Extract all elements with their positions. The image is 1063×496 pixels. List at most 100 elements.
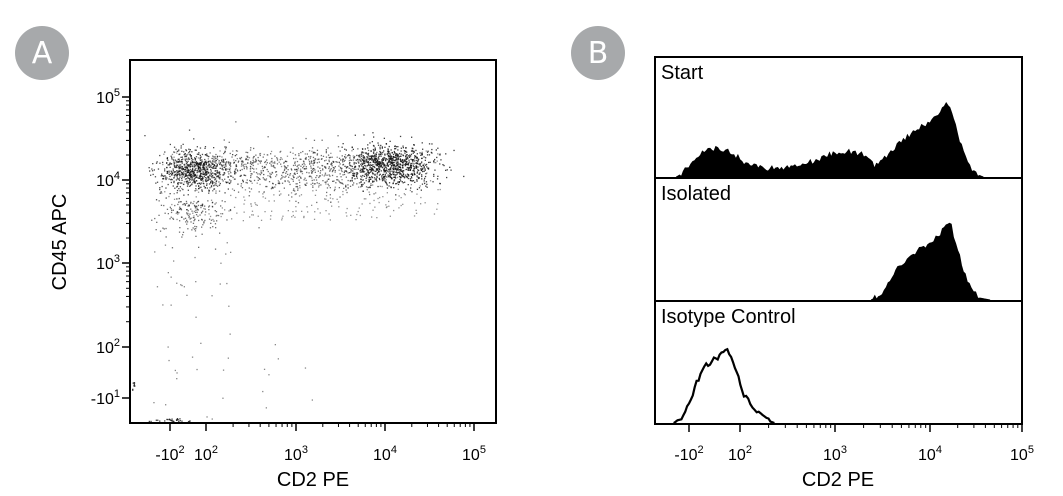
scatter-point [180, 168, 183, 170]
scatter-point [415, 149, 417, 152]
scatter-point [178, 168, 180, 170]
scatter-point [376, 176, 378, 179]
scatter-point [175, 160, 177, 162]
scatter-point [345, 167, 348, 169]
scatter-point [199, 168, 202, 170]
scatter-point [269, 175, 271, 178]
scatter-point [196, 164, 198, 166]
scatter-point [394, 174, 396, 176]
scatter-point [416, 188, 419, 190]
scatter-point [316, 182, 318, 184]
scatter-point [239, 175, 241, 177]
scatter-point [265, 407, 267, 409]
scatter-point [155, 229, 157, 231]
scatter-point [422, 164, 425, 166]
scatter-point [168, 164, 170, 166]
scatter-point [165, 178, 167, 181]
scatter-point [341, 155, 343, 157]
scatter-point [406, 157, 409, 159]
scatter-point [330, 168, 332, 170]
scatter-point [246, 179, 248, 181]
scatter-point [229, 182, 231, 184]
scatter-point [417, 166, 419, 168]
scatter-point [293, 173, 295, 175]
scatter-point [342, 158, 344, 160]
scatter-point [352, 175, 354, 177]
scatter-point [357, 210, 359, 213]
scatter-point [424, 169, 426, 171]
scatter-point [217, 176, 220, 178]
scatter-point [235, 121, 237, 123]
scatter-point [170, 419, 173, 422]
scatter-point [172, 217, 174, 219]
scatter-point [293, 157, 295, 160]
scatter-point [369, 166, 371, 168]
scatter-point [230, 181, 232, 183]
scatter-point [397, 181, 399, 183]
scatter-point [219, 172, 221, 174]
scatter-point [212, 226, 214, 228]
scatter-point [396, 160, 398, 162]
scatter-point [204, 161, 206, 163]
scatter-point [212, 190, 214, 192]
scatter-point [371, 216, 373, 218]
scatter-point [334, 170, 336, 172]
scatter-point [219, 182, 221, 185]
scatter-point [423, 170, 425, 172]
scatter-point [301, 170, 303, 173]
scatter-point [163, 153, 165, 155]
scatter-point [208, 176, 210, 179]
scatter-point [218, 171, 220, 173]
scatter-point [450, 169, 452, 171]
scatter-point [387, 152, 390, 154]
scatter-point [206, 187, 208, 189]
scatter-point [251, 167, 254, 169]
scatter-point [399, 158, 401, 160]
scatter-point [240, 165, 243, 167]
scatter-point [175, 148, 177, 150]
scatter-point [223, 166, 225, 168]
scatter-point [388, 155, 391, 157]
scatter-point [347, 179, 349, 182]
scatter-point [377, 197, 379, 200]
scatter-point [410, 150, 413, 152]
scatter-point [248, 195, 250, 197]
scatter-point [292, 180, 294, 182]
scatter-point [165, 236, 167, 238]
scatter-point [183, 194, 185, 196]
scatter-point [159, 187, 161, 189]
scatter-point [249, 191, 251, 193]
scatter-point [194, 207, 197, 209]
scatter-point [359, 160, 361, 162]
scatter-point [202, 168, 204, 171]
scatter-point [312, 185, 314, 187]
scatter-point [168, 359, 170, 362]
scatter-point [179, 153, 181, 155]
scatter-point [446, 169, 448, 171]
scatter-point [325, 181, 327, 183]
scatter-point [350, 214, 352, 216]
scatter-point [246, 168, 248, 170]
scatter-point [369, 193, 371, 196]
scatter-point [195, 209, 197, 211]
scatter-point [170, 216, 172, 218]
scatter-point [171, 158, 173, 160]
scatter-point [317, 166, 319, 168]
scatter-point [305, 184, 307, 186]
scatter-point [346, 207, 348, 210]
scatter-point [133, 385, 135, 387]
scatter-point [415, 209, 417, 211]
b-x-tick-label: 103 [823, 444, 847, 464]
scatter-point [259, 154, 261, 157]
scatter-point [287, 169, 289, 171]
scatter-point [399, 169, 401, 171]
scatter-point [291, 216, 293, 218]
scatter-point [368, 155, 370, 157]
scatter-point [261, 165, 263, 168]
scatter-point [151, 168, 153, 170]
scatter-point [166, 162, 168, 164]
scatter-point [378, 162, 380, 164]
scatter-point [186, 209, 188, 211]
scatter-point [418, 169, 420, 172]
scatter-point [263, 167, 265, 169]
